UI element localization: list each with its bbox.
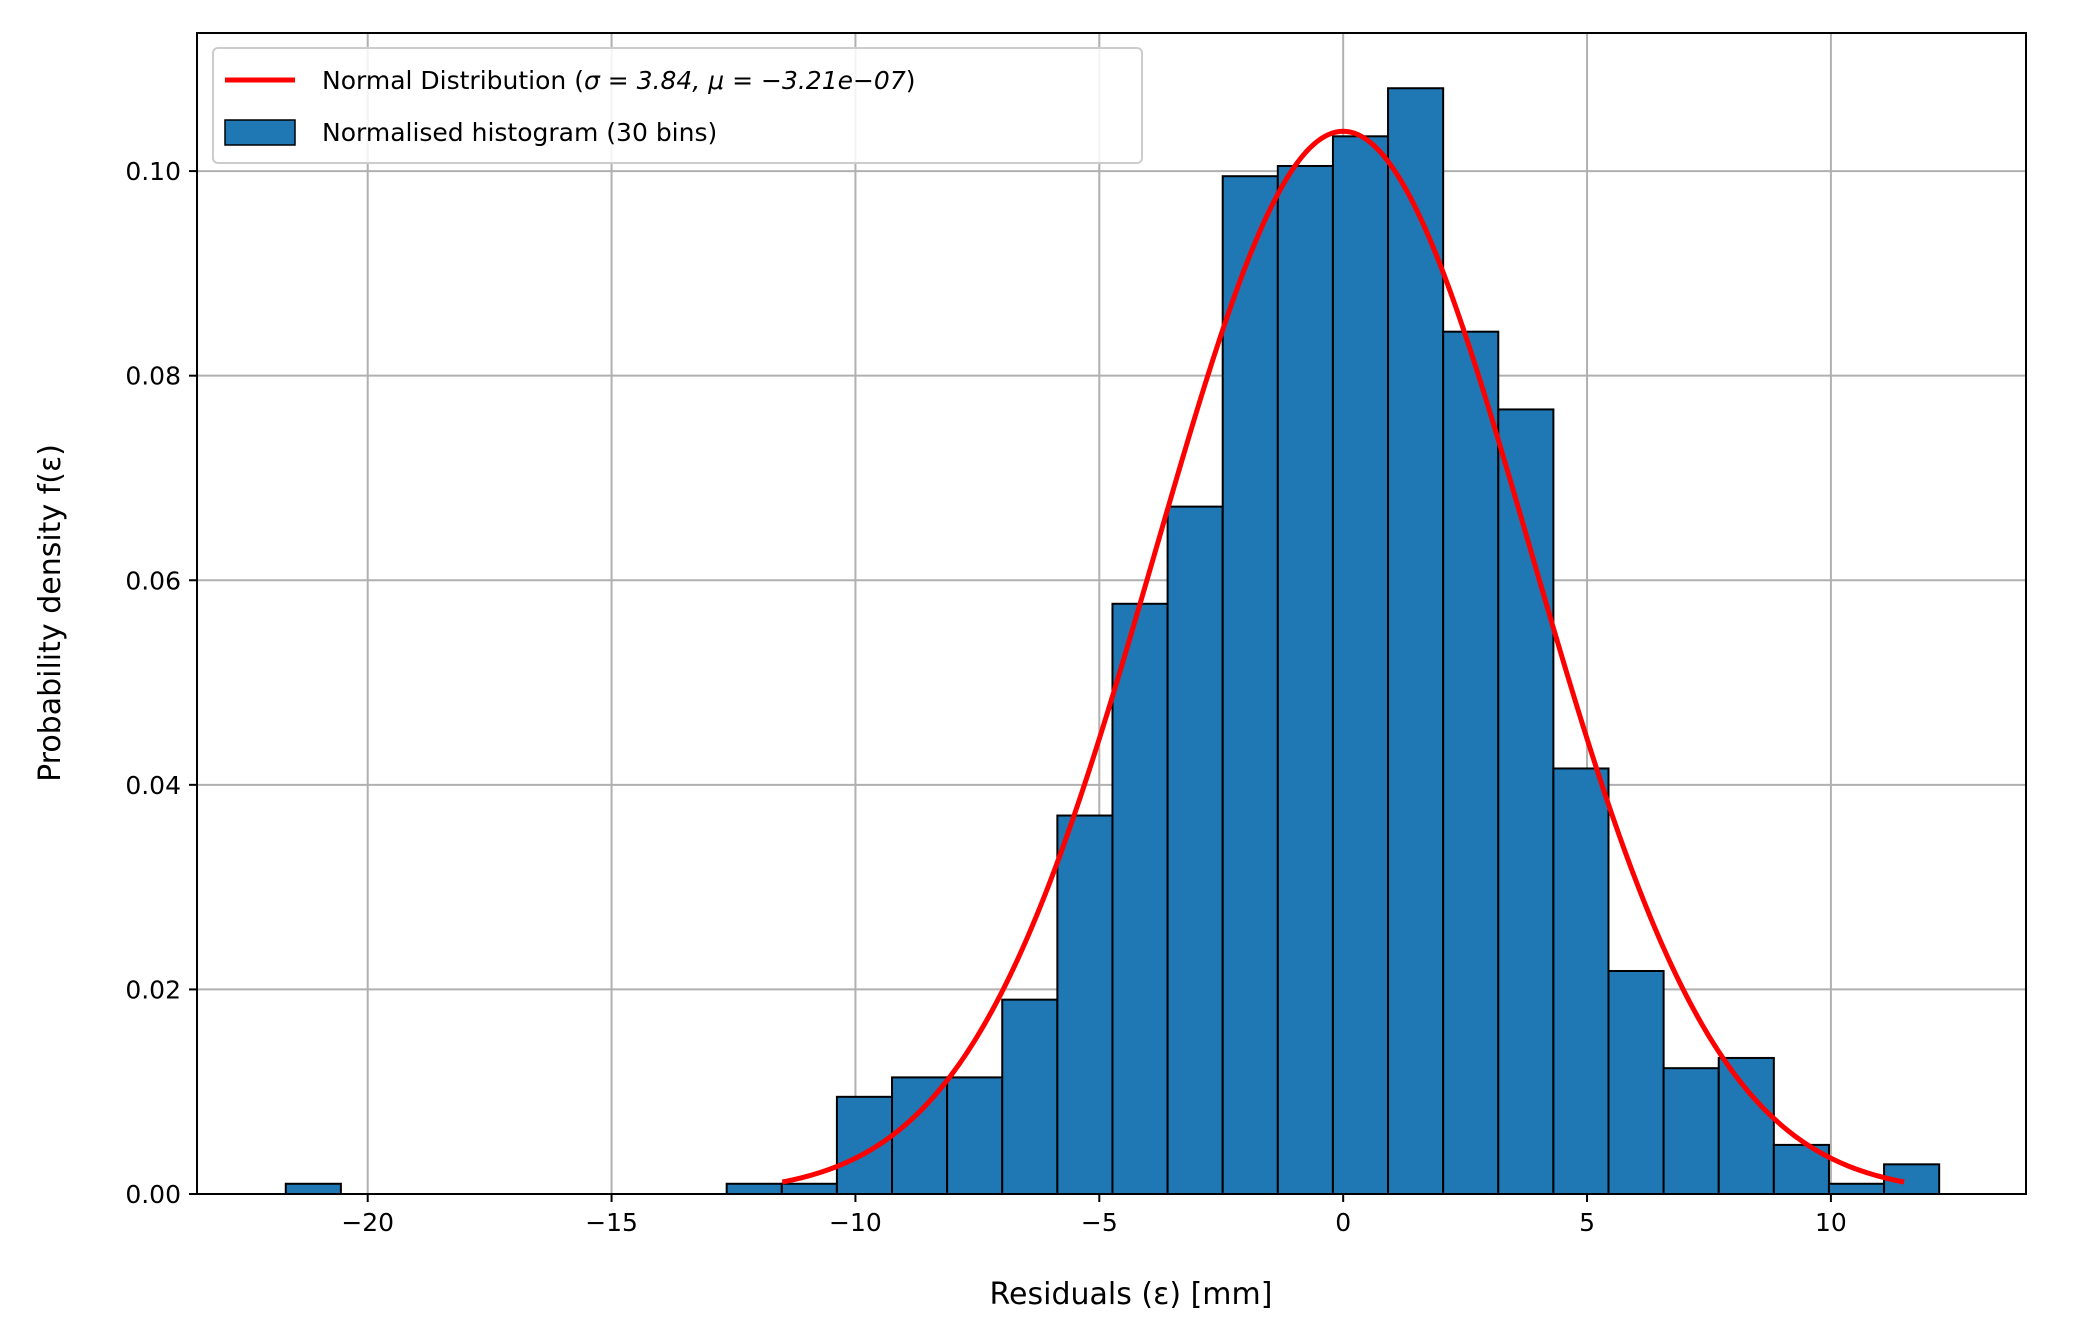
legend-bar-swatch	[224, 119, 296, 146]
histogram-bar	[284, 1182, 342, 1195]
y-tick-label: 0.08	[125, 362, 181, 391]
histogram-bar	[946, 1076, 1004, 1195]
histogram-bar	[1001, 998, 1059, 1195]
histogram-bar	[1221, 175, 1279, 1196]
histogram-bar	[1111, 602, 1169, 1195]
legend-normal-prefix: Normal Distribution (	[322, 66, 584, 95]
histogram-bar	[1717, 1056, 1775, 1195]
axis-tick-labels: −20 −15 −10 −5 0 5 10 0.00 0.02 0.04 0.06 0.08 0.10	[125, 157, 1846, 1237]
x-tick-label: 10	[1815, 1208, 1847, 1237]
x-axis-label: Residuals (ε) [mm]	[990, 1277, 1273, 1312]
y-tick-label: 0.00	[125, 1180, 181, 1209]
histogram-bars	[284, 87, 1941, 1196]
legend-normal-mu: μ = −3.21e−07	[707, 66, 906, 95]
histogram-bar	[1442, 330, 1500, 1196]
legend-normal-label: Normal Distribution (σ = 3.84, μ = −3.21e…	[322, 66, 916, 95]
y-tick-label: 0.04	[125, 771, 181, 800]
legend-normal-suffix: )	[906, 66, 916, 95]
histogram-bar	[1827, 1182, 1886, 1195]
y-tick-label: 0.06	[125, 566, 181, 595]
y-tick-label: 0.10	[125, 157, 181, 186]
x-tick-label: 5	[1579, 1208, 1595, 1237]
legend: Normal Distribution (σ = 3.84, μ = −3.21e…	[212, 47, 1143, 164]
histogram-bar	[1166, 505, 1224, 1196]
histogram-bar	[891, 1076, 949, 1195]
legend-normal-sigma: σ = 3.84,	[584, 66, 700, 95]
axis-ticks	[189, 170, 1832, 1202]
x-tick-label: −10	[829, 1208, 882, 1237]
histogram-bar	[1387, 87, 1445, 1195]
legend-box	[212, 47, 1143, 164]
y-tick-label: 0.02	[125, 975, 181, 1004]
normal-fit-curve	[781, 128, 1905, 1185]
y-axis-label: Probability density f(ε)	[33, 444, 68, 782]
histogram-bar	[835, 1095, 894, 1195]
x-tick-label: 0	[1335, 1208, 1351, 1237]
histogram-bar	[1662, 1067, 1720, 1195]
x-tick-label: −5	[1081, 1208, 1118, 1237]
x-tick-label: −20	[341, 1208, 394, 1237]
plot-frame	[196, 32, 2027, 1195]
histogram-bar	[1552, 767, 1610, 1195]
x-tick-label: −15	[585, 1208, 638, 1237]
histogram-bar	[780, 1182, 838, 1195]
histogram-bar	[725, 1182, 783, 1195]
histogram-bar	[1056, 814, 1114, 1195]
histogram-bar	[1331, 135, 1390, 1196]
histogram-bar	[1607, 970, 1665, 1195]
histogram-bar	[1276, 164, 1334, 1195]
legend-histogram-label: Normalised histogram (30 bins)	[322, 118, 717, 147]
